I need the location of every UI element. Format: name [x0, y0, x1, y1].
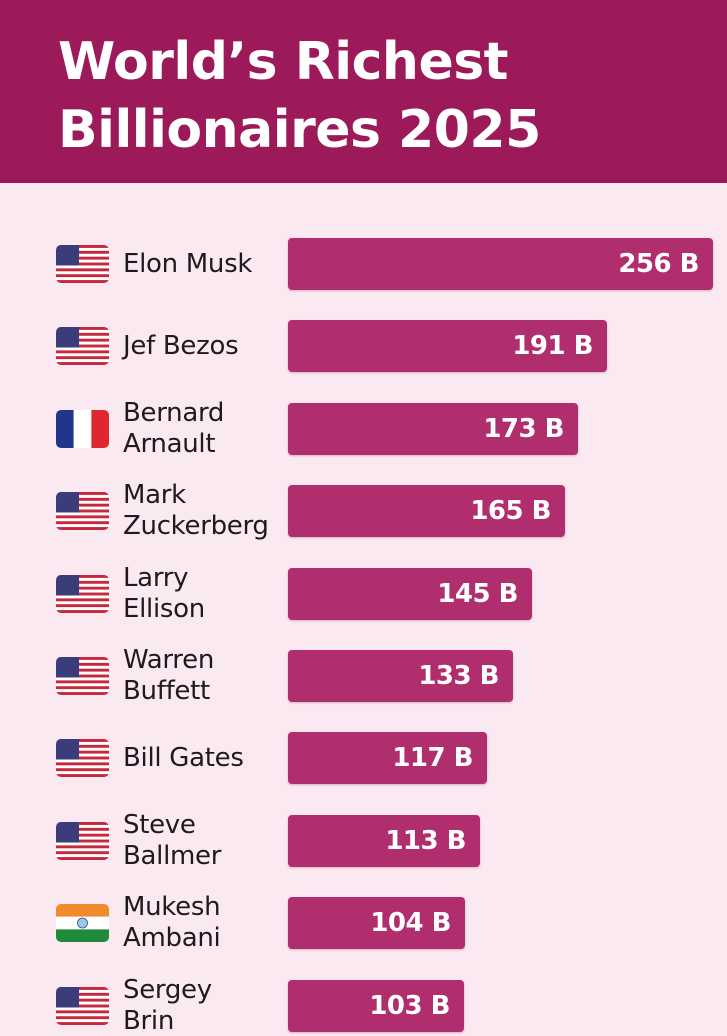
- net-worth-label: 256 B: [618, 249, 699, 279]
- billionaire-name: Brin: [123, 1005, 175, 1036]
- net-worth-label: 145 B: [437, 578, 518, 609]
- net-worth-label: 117 B: [392, 743, 473, 774]
- chart-row: Steve Ballmer 113 B: [0, 810, 727, 871]
- billionaire-name: Mukesh: [123, 892, 221, 923]
- page-title-line-1: World’s Richest: [58, 32, 509, 92]
- net-worth-bar: 165 B: [288, 485, 565, 538]
- us-flag-icon: [56, 245, 109, 283]
- billionaire-name: Ellison: [123, 593, 205, 624]
- france-flag-icon: [56, 409, 109, 448]
- net-worth-bar: 145 B: [288, 567, 532, 620]
- billionaire-name: Ballmer: [123, 840, 222, 871]
- billionaire-name: Sergey: [123, 974, 212, 1005]
- billionaire-name: Mark: [123, 480, 186, 511]
- us-flag-icon: [56, 739, 109, 778]
- billionaire-name: Elon Musk: [123, 249, 253, 279]
- net-worth-label: 173 B: [483, 413, 564, 444]
- billionaire-name: Buffett: [123, 676, 210, 706]
- net-worth-label: 104 B: [370, 908, 451, 939]
- chart-row: Jef Bezos 191 B: [0, 320, 727, 376]
- net-worth-bar: 133 B: [288, 650, 513, 702]
- page-title-line-2: Billionaires 2025: [58, 100, 541, 160]
- net-worth-label: 103 B: [369, 990, 450, 1021]
- billionaire-name: Ambani: [123, 923, 221, 954]
- net-worth-bar: 191 B: [288, 320, 607, 373]
- us-flag-icon: [56, 821, 109, 860]
- chart-row: Elon Musk 256 B: [0, 238, 727, 294]
- billionaire-name: Bernard: [123, 397, 225, 428]
- net-worth-label: 165 B: [470, 496, 551, 527]
- us-flag-icon: [56, 574, 109, 613]
- net-worth-bar: 173 B: [288, 402, 578, 455]
- billionaire-name: Zuckerberg: [123, 511, 269, 542]
- net-worth-label: 191 B: [512, 331, 593, 362]
- billionaire-name: Jef Bezos: [123, 331, 239, 362]
- net-worth-label: 133 B: [418, 661, 499, 691]
- chart-row: Mark Zuckerberg 165 B: [0, 480, 727, 542]
- net-worth-bar: 117 B: [288, 732, 487, 785]
- chart-row: Warren Buffett 133 B: [0, 645, 727, 706]
- billionaire-name: Steve: [123, 809, 196, 840]
- chart-row: Bernard Arnault 173 B: [0, 398, 727, 459]
- billionaire-name: Bill Gates: [123, 743, 244, 774]
- net-worth-bar: 113 B: [288, 814, 480, 867]
- header-banner: World’s Richest Billionaires 2025: [0, 0, 727, 183]
- net-worth-bar: 103 B: [288, 979, 464, 1032]
- billionaire-name: Arnault: [123, 428, 216, 459]
- us-flag-icon: [56, 327, 109, 366]
- net-worth-bar: 104 B: [288, 897, 465, 950]
- chart-row: Sergey Brin 103 B: [0, 975, 727, 1036]
- billionaire-name: Warren: [123, 645, 215, 675]
- billionaire-name: Larry: [123, 562, 189, 593]
- us-flag-icon: [56, 657, 109, 695]
- net-worth-label: 113 B: [385, 825, 466, 856]
- net-worth-bar: 256 B: [288, 238, 713, 290]
- us-flag-icon: [56, 492, 109, 531]
- india-flag-icon: [56, 904, 109, 943]
- chart-row: Mukesh Ambani 104 B: [0, 892, 727, 954]
- chart-row: Bill Gates 117 B: [0, 732, 727, 788]
- chart-row: Larry Ellison 145 B: [0, 563, 727, 624]
- us-flag-icon: [56, 986, 109, 1025]
